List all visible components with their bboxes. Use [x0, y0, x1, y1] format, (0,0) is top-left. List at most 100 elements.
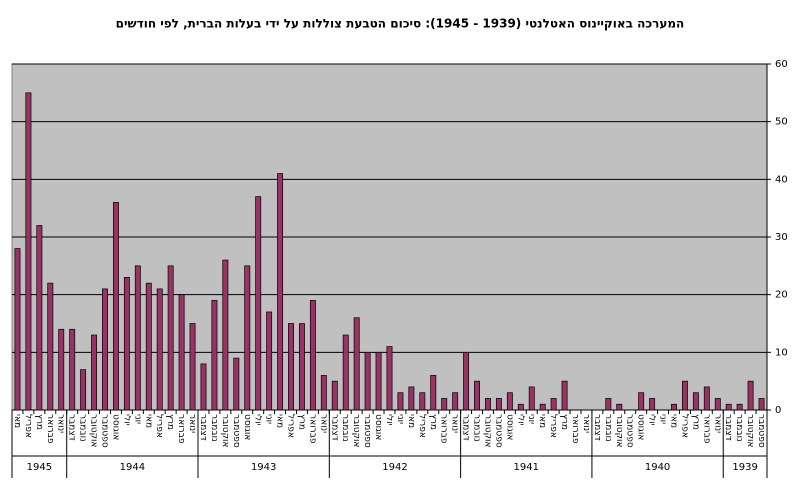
- x-tick-label: דצמבר: [723, 414, 733, 441]
- x-tick-label: פברואר: [45, 414, 55, 444]
- x-tick-label: יולי: [515, 414, 525, 426]
- bar: [145, 282, 152, 411]
- x-tick-label: מאי: [406, 414, 416, 428]
- year-label: 1939: [732, 462, 757, 473]
- x-tick-label: יולי: [384, 414, 394, 426]
- bar: [156, 288, 163, 411]
- bar: [692, 392, 699, 411]
- bar: [36, 225, 43, 411]
- x-tick-label: מאי: [12, 414, 22, 428]
- x-tick-label: ינואר: [450, 414, 460, 433]
- x-tick-label: אפריל: [679, 414, 689, 438]
- x-tick-label: דצמבר: [592, 414, 602, 441]
- x-tick-label: דצמבר: [67, 414, 77, 441]
- bar: [517, 403, 524, 411]
- year-label: 1943: [251, 462, 276, 473]
- chart-title: המערכה באוקיינוס האטלנטי (1939 - 1945): …: [116, 17, 685, 31]
- bar: [178, 294, 185, 411]
- bar: [539, 403, 546, 411]
- bar: [550, 398, 557, 411]
- x-tick-label: יוני: [132, 414, 142, 424]
- year-label: 1940: [645, 462, 670, 473]
- x-tick-label: מאי: [143, 414, 153, 428]
- x-tick-label: נובמבר: [78, 414, 88, 442]
- y-tick-label: 0: [775, 405, 781, 416]
- year-label: 1942: [382, 462, 407, 473]
- x-tick-label: יולי: [121, 414, 131, 426]
- x-tick-label: יוני: [395, 414, 405, 424]
- bar: [463, 351, 470, 411]
- bar: [320, 375, 327, 411]
- bar: [266, 311, 273, 411]
- bar: [703, 386, 710, 411]
- y-tick-label: 30: [775, 232, 788, 243]
- x-tick-label: אוגוסט: [373, 414, 383, 440]
- bar: [671, 403, 677, 411]
- bar: [331, 380, 338, 411]
- x-tick-label: אוקטובר: [614, 414, 624, 447]
- bar: [736, 403, 743, 411]
- x-tick-label: אוקטובר: [351, 414, 361, 447]
- bar: [309, 300, 316, 411]
- x-tick-label: נובמבר: [472, 414, 482, 442]
- x-tick-label: יוני: [264, 414, 274, 424]
- bar: [167, 265, 174, 411]
- year-label: 1944: [120, 462, 145, 473]
- y-tick-label: 20: [775, 290, 788, 301]
- x-tick-label: פברואר: [307, 414, 317, 444]
- x-tick-label: פברואר: [570, 414, 580, 444]
- y-tick-label: 40: [775, 174, 788, 185]
- bar: [605, 398, 612, 411]
- x-tick-label: יולי: [253, 414, 263, 426]
- x-tick-label: דצמבר: [461, 414, 471, 441]
- bar: [561, 380, 568, 411]
- bar: [485, 398, 491, 411]
- bar: [112, 202, 119, 411]
- bar: [189, 323, 196, 411]
- bar: [91, 334, 98, 411]
- y-tick-label: 60: [775, 59, 788, 70]
- x-tick-label: דצמבר: [329, 414, 339, 441]
- x-tick-label: אפריל: [286, 414, 296, 438]
- x-tick-label: אפריל: [23, 414, 33, 438]
- x-tick-label: אוגוסט: [110, 414, 120, 440]
- bar: [386, 346, 393, 411]
- bar: [69, 328, 76, 411]
- x-tick-label: ינואר: [187, 414, 197, 433]
- x-tick-label: אפריל: [417, 414, 427, 438]
- x-tick-label: פברואר: [439, 414, 449, 444]
- x-tick-label: ינואר: [712, 414, 722, 433]
- bar: [528, 386, 535, 411]
- x-tick-label: ספטמבר: [231, 414, 241, 448]
- x-tick-label: יוני: [526, 414, 536, 424]
- x-tick-label: מאי: [537, 414, 547, 428]
- x-tick-label: אוקטובר: [482, 414, 492, 447]
- year-label: 1941: [514, 462, 539, 473]
- bar: [364, 351, 371, 411]
- bar: [430, 375, 437, 411]
- bar: [277, 173, 284, 411]
- y-tick-label: 50: [775, 117, 788, 128]
- bar: [419, 392, 426, 411]
- bar: [25, 92, 32, 411]
- x-tick-label: פברואר: [176, 414, 186, 444]
- bar: [299, 323, 305, 411]
- bar: [375, 351, 382, 411]
- bar: [244, 265, 251, 411]
- bar: [441, 398, 448, 411]
- bar: [102, 288, 108, 411]
- y-tick-label: 10: [775, 347, 788, 358]
- bar: [616, 403, 623, 411]
- bar: [342, 334, 349, 411]
- x-tick-label: ינואר: [318, 414, 328, 433]
- bar: [714, 398, 721, 411]
- x-tick-label: דצמבר: [198, 414, 208, 441]
- x-tick-label: אוגוסט: [504, 414, 514, 440]
- x-tick-label: נובמבר: [734, 414, 744, 442]
- bar: [222, 259, 229, 411]
- x-tick-label: יוני: [658, 414, 668, 424]
- bar: [495, 398, 502, 411]
- bar: [58, 328, 65, 411]
- bar: [758, 398, 765, 411]
